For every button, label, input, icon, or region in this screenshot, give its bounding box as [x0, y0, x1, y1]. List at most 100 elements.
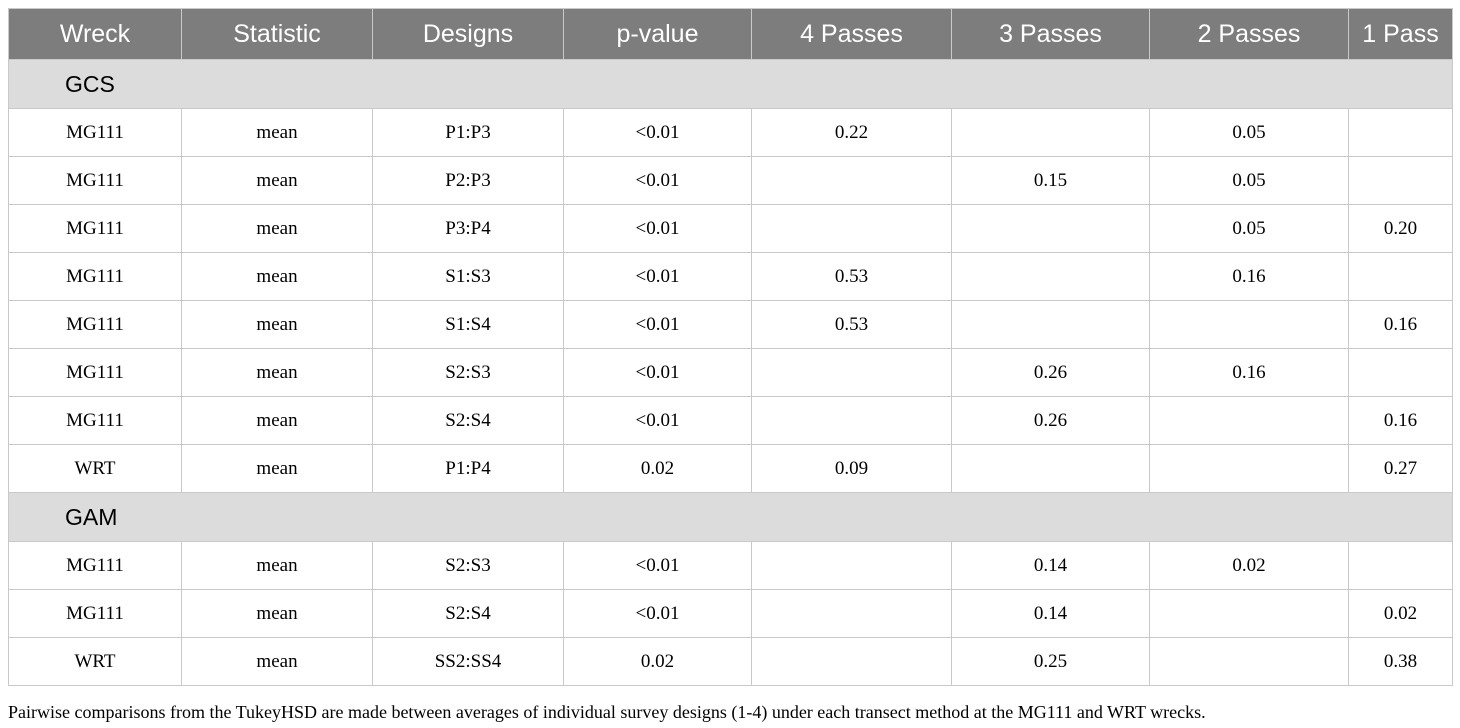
section-row-gam: GAM — [8, 492, 1453, 542]
cell-4-passes: 0.09 — [751, 444, 952, 493]
cell-p-value: <0.01 — [563, 108, 752, 157]
cell-statistic: mean — [181, 541, 373, 590]
cell-4-passes: 0.22 — [751, 108, 952, 157]
cell-3-passes — [951, 300, 1150, 349]
cell-2-passes — [1149, 589, 1349, 638]
cell-wreck: WRT — [8, 637, 182, 686]
cell-3-passes: 0.15 — [951, 156, 1150, 205]
cell-p-value: <0.01 — [563, 396, 752, 445]
cell-p-value: 0.02 — [563, 637, 752, 686]
cell-p-value: <0.01 — [563, 252, 752, 301]
table-row: MG111 mean S2:S4 <0.01 0.26 0.16 — [8, 396, 1453, 445]
cell-1-pass — [1348, 108, 1453, 157]
cell-designs: P2:P3 — [372, 156, 564, 205]
cell-statistic: mean — [181, 300, 373, 349]
cell-2-passes — [1149, 444, 1349, 493]
cell-wreck: MG111 — [8, 396, 182, 445]
cell-2-passes — [1149, 396, 1349, 445]
cell-2-passes: 0.02 — [1149, 541, 1349, 590]
cell-1-pass — [1348, 252, 1453, 301]
section-row-gcs: GCS — [8, 59, 1453, 109]
table-row: MG111 mean P1:P3 <0.01 0.22 0.05 — [8, 108, 1453, 157]
cell-designs: P3:P4 — [372, 204, 564, 253]
table-row: MG111 mean S1:S4 <0.01 0.53 0.16 — [8, 300, 1453, 349]
cell-1-pass: 0.02 — [1348, 589, 1453, 638]
column-header-p-value: p-value — [563, 8, 752, 60]
cell-1-pass: 0.16 — [1348, 300, 1453, 349]
cell-p-value: <0.01 — [563, 589, 752, 638]
cell-wreck: WRT — [8, 444, 182, 493]
cell-1-pass: 0.20 — [1348, 204, 1453, 253]
cell-3-passes — [951, 252, 1150, 301]
cell-wreck: MG111 — [8, 156, 182, 205]
cell-4-passes — [751, 204, 952, 253]
header-row: Wreck Statistic Designs p-value 4 Passes… — [8, 8, 1453, 60]
cell-designs: P1:P4 — [372, 444, 564, 493]
table-row: MG111 mean P3:P4 <0.01 0.05 0.20 — [8, 204, 1453, 253]
cell-4-passes — [751, 156, 952, 205]
cell-statistic: mean — [181, 637, 373, 686]
cell-2-passes: 0.05 — [1149, 156, 1349, 205]
cell-3-passes — [951, 108, 1150, 157]
cell-3-passes: 0.14 — [951, 541, 1150, 590]
cell-1-pass: 0.27 — [1348, 444, 1453, 493]
cell-2-passes: 0.05 — [1149, 204, 1349, 253]
table-row: MG111 mean S1:S3 <0.01 0.53 0.16 — [8, 252, 1453, 301]
cell-statistic: mean — [181, 396, 373, 445]
table-row: MG111 mean S2:S3 <0.01 0.14 0.02 — [8, 541, 1453, 590]
cell-statistic: mean — [181, 156, 373, 205]
table-body: GCS MG111 mean P1:P3 <0.01 0.22 0.05 MG111 mean P… — [8, 59, 1453, 686]
cell-3-passes: 0.14 — [951, 589, 1150, 638]
table-row: WRT mean SS2:SS4 0.02 0.25 0.38 — [8, 637, 1453, 686]
table-row: MG111 mean S2:S3 <0.01 0.26 0.16 — [8, 348, 1453, 397]
cell-p-value: <0.01 — [563, 204, 752, 253]
column-header-statistic: Statistic — [181, 8, 373, 60]
cell-wreck: MG111 — [8, 348, 182, 397]
cell-wreck: MG111 — [8, 204, 182, 253]
cell-p-value: <0.01 — [563, 156, 752, 205]
cell-p-value: <0.01 — [563, 300, 752, 349]
cell-designs: P1:P3 — [372, 108, 564, 157]
cell-3-passes: 0.26 — [951, 396, 1150, 445]
cell-4-passes — [751, 589, 952, 638]
cell-designs: S1:S3 — [372, 252, 564, 301]
cell-statistic: mean — [181, 348, 373, 397]
cell-statistic: mean — [181, 108, 373, 157]
cell-2-passes: 0.16 — [1149, 252, 1349, 301]
results-table: Wreck Statistic Designs p-value 4 Passes… — [8, 8, 1453, 686]
cell-4-passes: 0.53 — [751, 252, 952, 301]
cell-statistic: mean — [181, 204, 373, 253]
table-row: MG111 mean S2:S4 <0.01 0.14 0.02 — [8, 589, 1453, 638]
cell-3-passes: 0.25 — [951, 637, 1150, 686]
cell-3-passes: 0.26 — [951, 348, 1150, 397]
cell-4-passes — [751, 541, 952, 590]
cell-statistic: mean — [181, 252, 373, 301]
table-caption: Pairwise comparisons from the TukeyHSD a… — [8, 702, 1206, 722]
cell-designs: S1:S4 — [372, 300, 564, 349]
cell-statistic: mean — [181, 444, 373, 493]
cell-designs: S2:S3 — [372, 348, 564, 397]
cell-p-value: <0.01 — [563, 348, 752, 397]
column-header-2-passes: 2 Passes — [1149, 8, 1349, 60]
cell-designs: SS2:SS4 — [372, 637, 564, 686]
cell-3-passes — [951, 444, 1150, 493]
cell-wreck: MG111 — [8, 589, 182, 638]
cell-4-passes — [751, 396, 952, 445]
cell-wreck: MG111 — [8, 252, 182, 301]
column-header-3-passes: 3 Passes — [951, 8, 1150, 60]
cell-2-passes — [1149, 300, 1349, 349]
cell-p-value: 0.02 — [563, 444, 752, 493]
cell-4-passes: 0.53 — [751, 300, 952, 349]
cell-1-pass — [1348, 348, 1453, 397]
cell-2-passes: 0.16 — [1149, 348, 1349, 397]
cell-2-passes: 0.05 — [1149, 108, 1349, 157]
cell-2-passes — [1149, 637, 1349, 686]
column-header-4-passes: 4 Passes — [751, 8, 952, 60]
cell-wreck: MG111 — [8, 541, 182, 590]
cell-statistic: mean — [181, 589, 373, 638]
cell-p-value: <0.01 — [563, 541, 752, 590]
cell-1-pass — [1348, 541, 1453, 590]
section-label: GCS — [8, 59, 1453, 109]
cell-1-pass — [1348, 156, 1453, 205]
cell-4-passes — [751, 637, 952, 686]
